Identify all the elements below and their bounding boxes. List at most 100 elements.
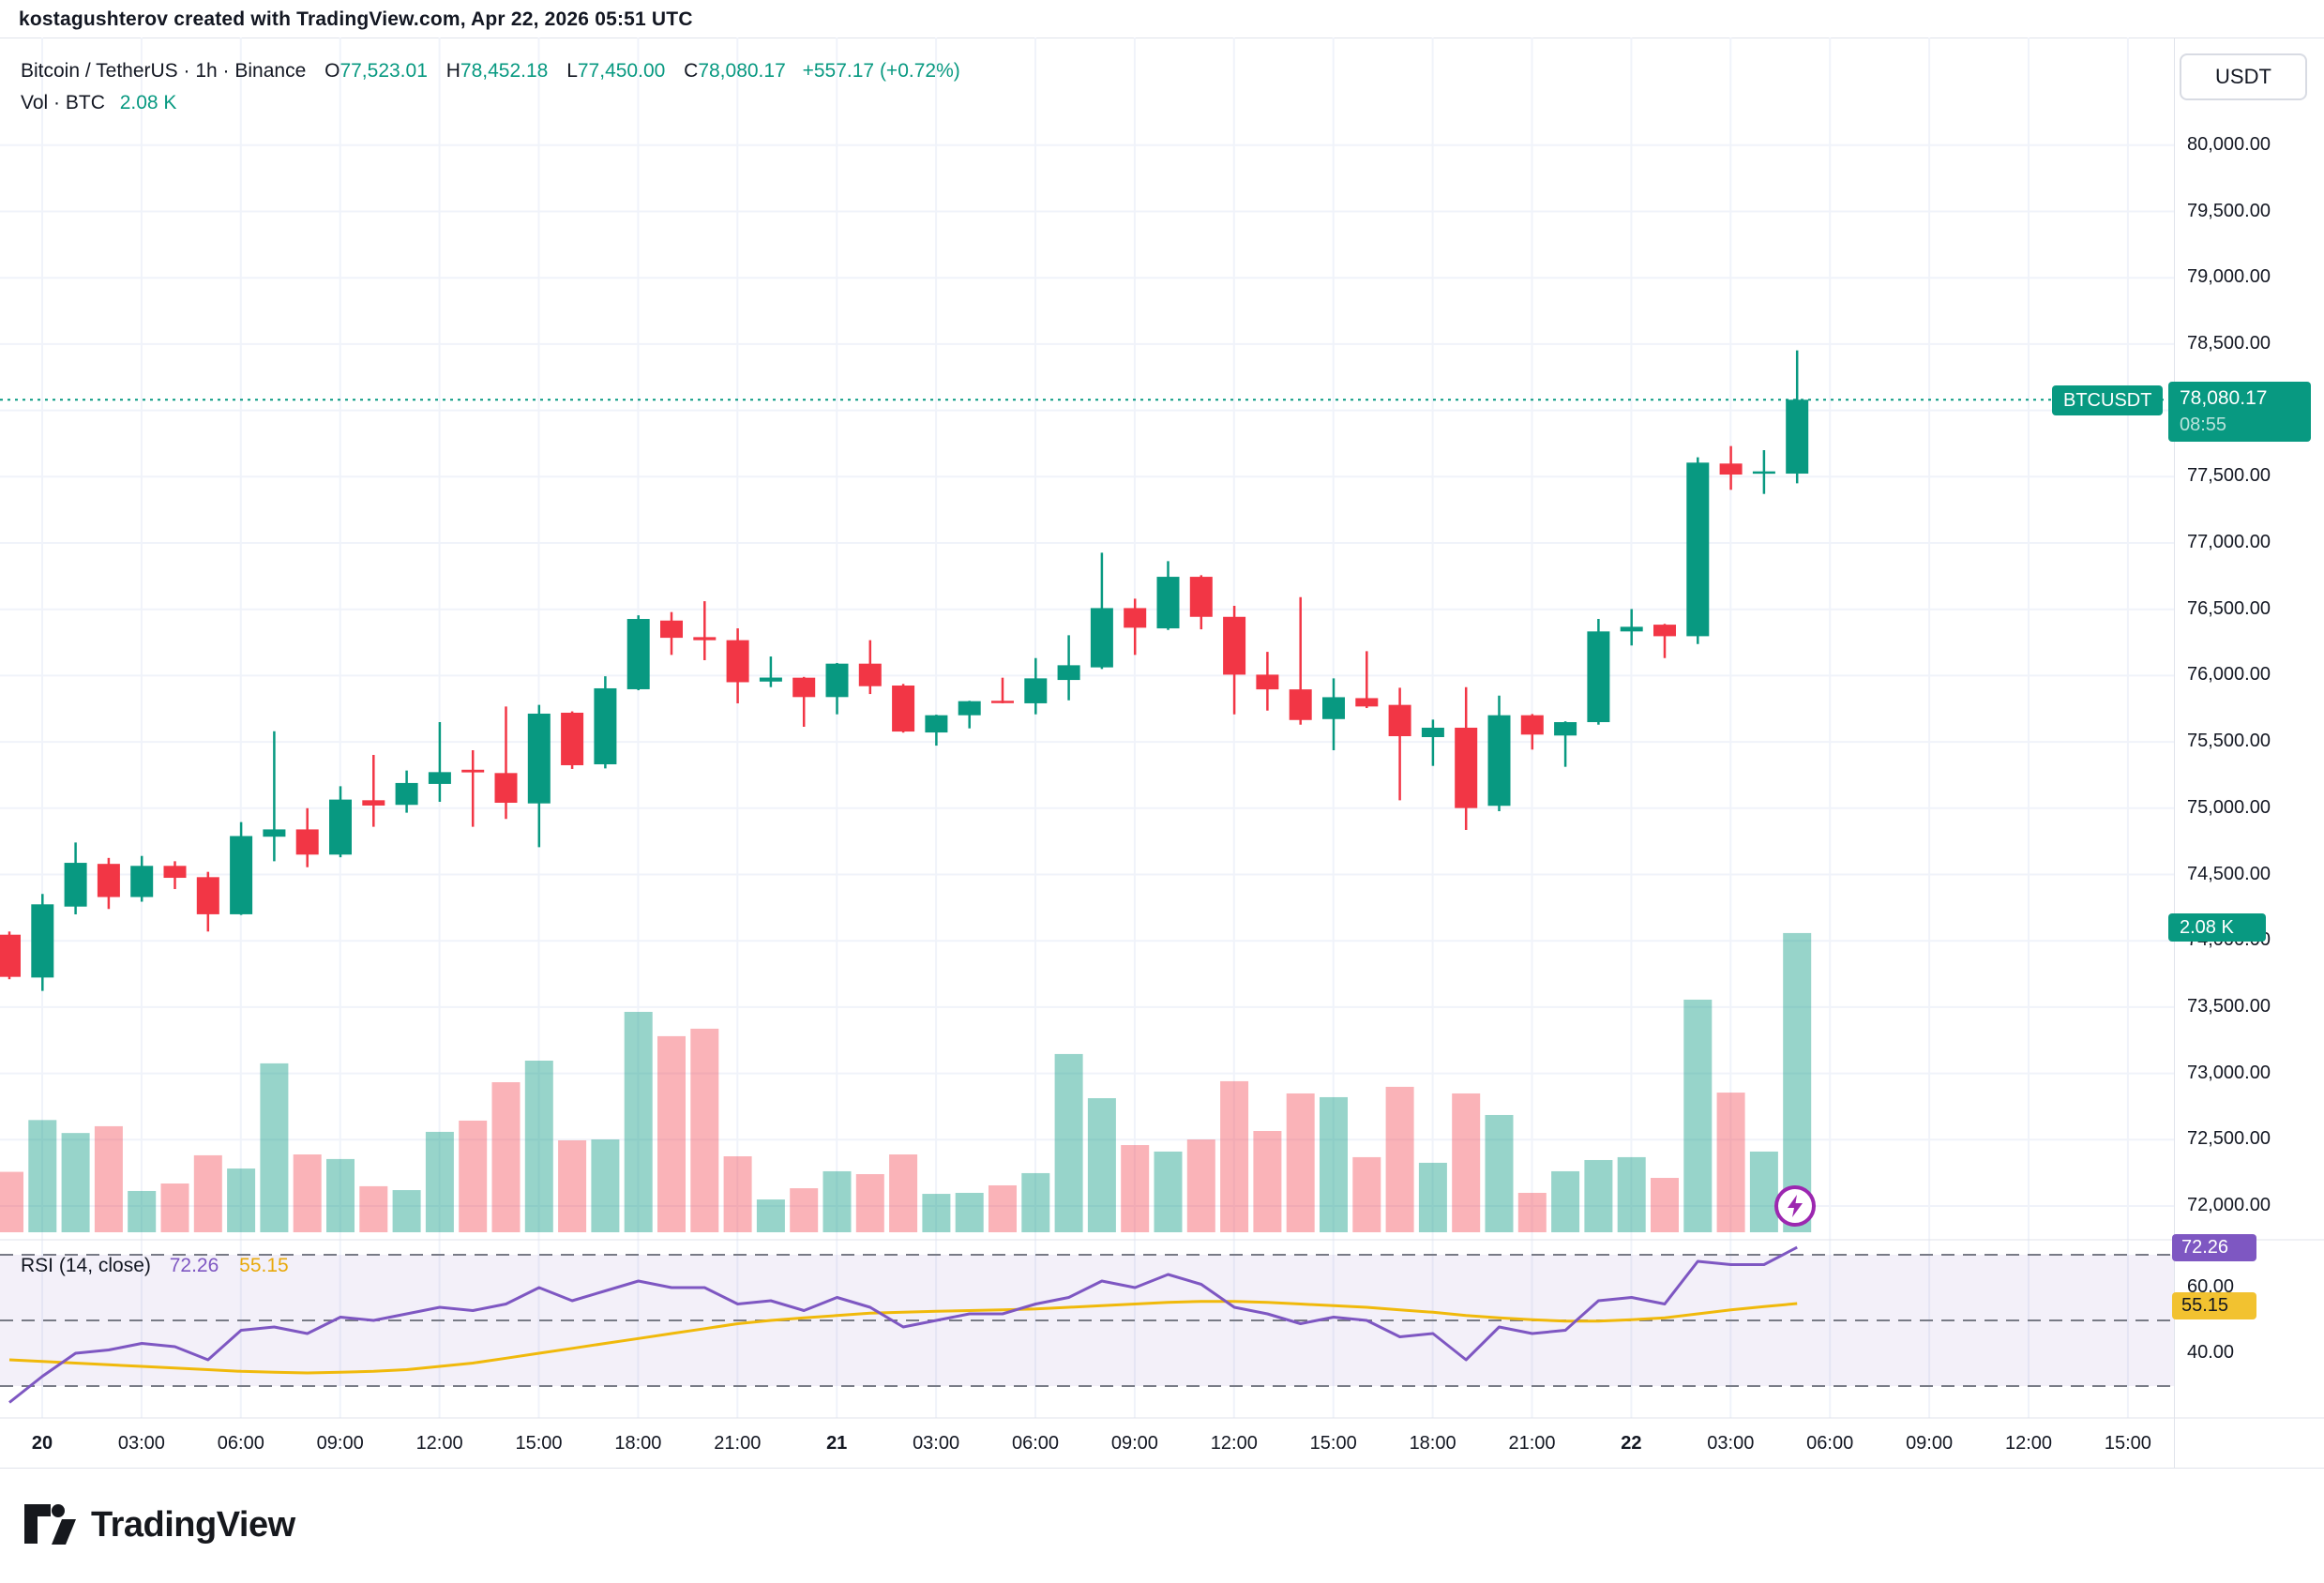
candle-body	[858, 663, 882, 686]
rsi-ma-line	[8, 1300, 1798, 1375]
boost-lightning-icon[interactable]	[1774, 1185, 1816, 1227]
volume-bar	[260, 1063, 289, 1232]
price-axis-label: 77,000.00	[2187, 532, 2271, 552]
candle-body	[726, 640, 749, 683]
candle-body	[1554, 722, 1577, 736]
candle-body	[892, 686, 915, 732]
tradingview-logo-text: TradingView	[91, 1504, 295, 1545]
volume-legend[interactable]: Vol · BTC 2.08 K	[21, 92, 176, 114]
volume-bar	[889, 1154, 918, 1232]
rsi-line	[8, 1245, 1798, 1404]
volume-bar	[1452, 1093, 1481, 1232]
high-label: H	[445, 60, 460, 82]
change-value: +557.17 (+0.72%)	[802, 60, 960, 82]
price-axis-label: 80,000.00	[2187, 133, 2271, 155]
candle-body	[1322, 697, 1345, 719]
candle-body	[1124, 608, 1147, 628]
candle-body	[1256, 674, 1279, 690]
price-axis-label: 79,500.00	[2187, 200, 2271, 221]
volume-bar	[1320, 1096, 1348, 1232]
time-axis-label: 12:00	[415, 1433, 463, 1454]
tradingview-logo[interactable]: TradingView	[23, 1503, 295, 1546]
price-axis-label: 78,500.00	[2187, 332, 2271, 354]
rsi-axis-label: 40.00	[2187, 1342, 2235, 1363]
volume-bar	[591, 1139, 620, 1232]
volume-bar	[193, 1154, 222, 1232]
candle-body	[626, 619, 650, 689]
volume-bar	[1352, 1156, 1381, 1232]
symbol-legend[interactable]: Bitcoin / TetherUS · 1h · Binance O77,52…	[21, 60, 960, 83]
volume-bar	[1186, 1139, 1215, 1232]
candle-body	[1653, 625, 1676, 637]
candle-body	[1156, 577, 1180, 629]
volume-bar	[1154, 1151, 1183, 1232]
high-value: 78,452.18	[460, 60, 549, 82]
candle-body	[461, 769, 485, 773]
volume-bar	[1783, 932, 1812, 1232]
volume-bar	[1716, 1093, 1745, 1232]
candle-body	[1057, 665, 1080, 681]
candle-body	[362, 800, 385, 806]
price-axis-label: 73,500.00	[2187, 995, 2271, 1017]
close-label: C	[684, 60, 699, 82]
volume-bar	[756, 1199, 785, 1232]
tradingview-logo-icon	[24, 1504, 76, 1545]
candle-body	[395, 782, 418, 806]
candle-body	[1520, 715, 1544, 735]
time-axis-label: 09:00	[1906, 1433, 1954, 1454]
rsi-ma-axis-badge: 55.15	[2172, 1292, 2256, 1319]
price-axis-separator	[2174, 38, 2175, 1468]
last-price-value: 78,080.17	[2180, 387, 2268, 409]
time-axis-label: 21	[826, 1433, 848, 1454]
candle-body	[1024, 678, 1048, 703]
price-axis-label: 72,500.00	[2187, 1128, 2271, 1150]
candle-body	[196, 877, 219, 914]
candle-body	[1289, 689, 1312, 720]
candle-body	[1189, 577, 1213, 617]
volume-bar	[524, 1060, 553, 1232]
volume-bar	[293, 1154, 322, 1232]
time-axis-label: 06:00	[1806, 1433, 1854, 1454]
time-axis-label: 15:00	[2104, 1433, 2151, 1454]
rsi-ma-value: 55.15	[239, 1255, 289, 1276]
symbol-price-tag: BTCUSDT	[2052, 385, 2164, 415]
volume-bar	[1418, 1162, 1447, 1232]
candle-body	[825, 663, 849, 698]
candle-body	[1620, 626, 1643, 632]
volume-bar	[1551, 1170, 1580, 1232]
volume-bar	[128, 1190, 157, 1232]
attribution-bar: kostagushterov created with TradingView.…	[19, 8, 693, 30]
rsi-value: 72.26	[169, 1255, 219, 1276]
volume-bar	[1584, 1159, 1613, 1232]
candle-body	[494, 773, 518, 804]
volume-bar	[1220, 1080, 1249, 1232]
close-value: 78,080.17	[698, 60, 786, 82]
candle-body	[97, 864, 120, 897]
volume-value: 2.08 K	[119, 92, 177, 113]
candle-body	[263, 829, 286, 837]
volume-bar	[1651, 1178, 1679, 1232]
candle-body	[792, 677, 816, 698]
candle-body	[1388, 704, 1411, 737]
time-axis-label: 09:00	[1110, 1433, 1158, 1454]
time-axis-label: 21:00	[714, 1433, 762, 1454]
candle-body	[329, 799, 352, 855]
candle-body	[1355, 698, 1379, 707]
candle-body	[594, 687, 617, 764]
time-axis-label: 09:00	[316, 1433, 364, 1454]
rsi-legend[interactable]: RSI (14, close) 72.26 55.15	[21, 1255, 289, 1277]
currency-toggle-button[interactable]: USDT	[2180, 53, 2307, 100]
candle-body	[1455, 727, 1478, 808]
volume-bar	[1617, 1156, 1646, 1232]
candlestick-chart-canvas[interactable]	[0, 0, 2324, 1500]
time-axis-label: 12:00	[2004, 1433, 2053, 1454]
price-axis-label: 76,000.00	[2187, 664, 2271, 686]
volume-bar	[1286, 1093, 1315, 1232]
volume-bar	[1485, 1114, 1514, 1232]
volume-bar	[1749, 1151, 1778, 1232]
candle-body	[230, 836, 253, 914]
volume-bar	[855, 1174, 884, 1232]
candle-body	[1090, 608, 1113, 668]
time-axis-label: 20	[31, 1433, 53, 1454]
volume-bar	[425, 1131, 454, 1232]
